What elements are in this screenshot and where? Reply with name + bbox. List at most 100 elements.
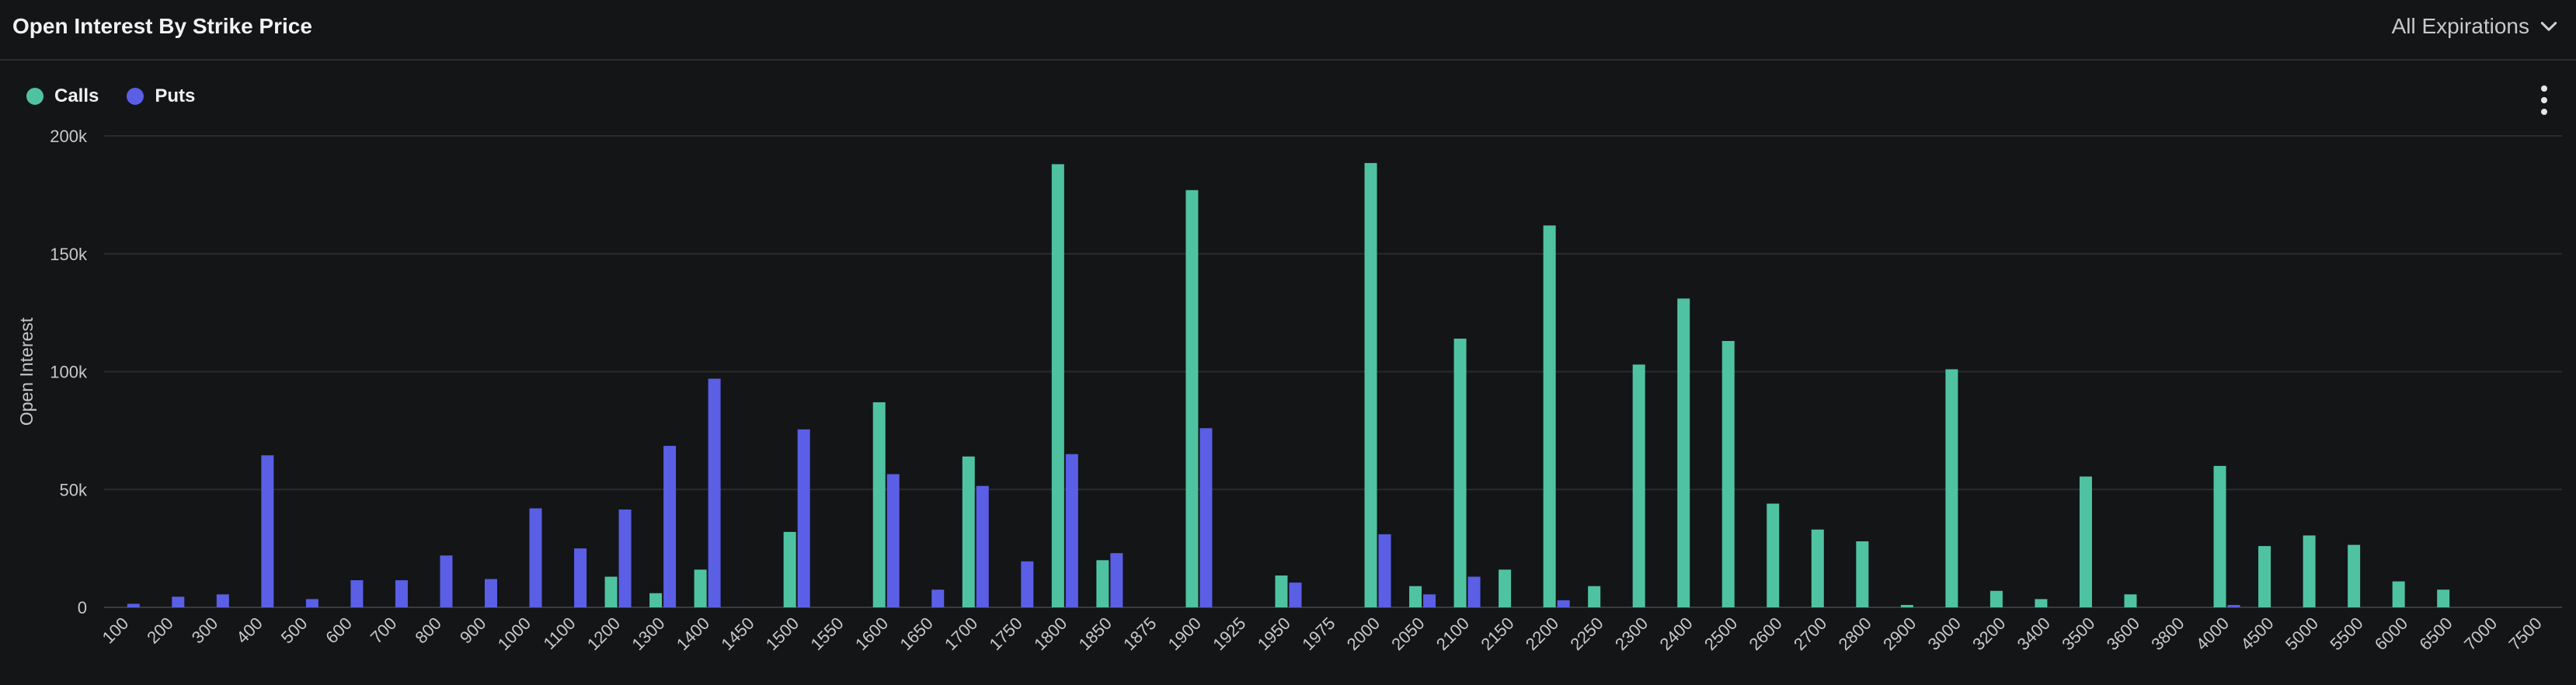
puts-bar: [395, 580, 408, 607]
calls-bar: [649, 593, 663, 607]
calls-bar: [1900, 604, 1913, 607]
y-axis-label: Open Interest: [16, 317, 37, 426]
puts-bar: [708, 378, 721, 607]
x-tick-label: 2800: [1835, 614, 1875, 654]
puts-bar: [350, 580, 364, 607]
x-tick-label: 1750: [986, 614, 1026, 654]
x-tick-label: 700: [367, 614, 401, 648]
puts-bar: [305, 599, 319, 607]
x-tick-label: 2500: [1701, 614, 1741, 654]
x-tick-label: 1700: [941, 614, 981, 654]
x-tick-label: 2000: [1343, 614, 1384, 654]
x-tick-label: 1900: [1164, 614, 1205, 654]
calls-bar: [1767, 503, 1780, 607]
x-tick-label: 2400: [1655, 614, 1696, 654]
calls-bar: [1945, 369, 1958, 607]
calls-bar: [2303, 535, 2316, 607]
x-tick-label: 2100: [1432, 614, 1473, 654]
x-tick-label: 2700: [1790, 614, 1830, 654]
calls-bar: [1856, 541, 1869, 607]
calls-bar: [2258, 546, 2271, 607]
expiration-dropdown-label: All Expirations: [2391, 14, 2529, 38]
x-tick-label: 1450: [717, 614, 757, 654]
puts-bar: [261, 455, 274, 607]
calls-bar: [1811, 529, 1824, 607]
chevron-down-icon: [2540, 22, 2557, 31]
calls-bar: [872, 402, 886, 607]
puts-bar: [574, 548, 587, 607]
puts-bar: [1110, 553, 1123, 607]
x-tick-label: 1950: [1254, 614, 1294, 654]
calls-bar: [2079, 476, 2092, 607]
puts-bar: [1423, 594, 1436, 607]
x-tick-label: 3400: [2014, 614, 2054, 654]
puts-bar: [216, 594, 229, 607]
y-tick-label: 200k: [50, 127, 88, 146]
puts-bar: [1065, 454, 1078, 607]
x-tick-label: 3800: [2147, 614, 2188, 654]
puts-bar: [618, 509, 632, 607]
x-tick-label: 1875: [1119, 614, 1160, 654]
chart-legend: Calls Puts: [26, 85, 195, 107]
x-tick-label: 500: [277, 614, 312, 648]
x-tick-label: 2200: [1522, 614, 1562, 654]
x-tick-label: 200: [143, 614, 177, 648]
legend-label-calls: Calls: [54, 85, 99, 106]
x-tick-label: 900: [456, 614, 490, 648]
x-tick-label: 800: [411, 614, 445, 648]
legend-label-puts: Puts: [155, 85, 196, 106]
calls-bar: [1588, 586, 1601, 607]
puts-bar: [127, 603, 140, 607]
y-tick-label: 100k: [50, 363, 88, 382]
puts-bar: [440, 555, 453, 607]
y-tick-label: 50k: [60, 480, 88, 499]
x-tick-label: 1850: [1075, 614, 1116, 654]
x-tick-label: 2250: [1566, 614, 1607, 654]
x-tick-label: 1500: [762, 614, 802, 654]
puts-bar: [1467, 576, 1481, 607]
x-tick-label: 4000: [2192, 614, 2233, 654]
calls-bar: [2213, 465, 2226, 607]
calls-bar: [1721, 341, 1735, 607]
calls-bar: [1632, 364, 1645, 607]
calls-bar: [1453, 339, 1467, 607]
calls-bar: [2348, 544, 2361, 607]
calls-bar: [1275, 575, 1288, 607]
x-tick-label: 3500: [2058, 614, 2098, 654]
calls-bar: [1543, 225, 1556, 607]
calls-bar: [1185, 190, 1199, 607]
expiration-dropdown[interactable]: All Expirations: [2392, 14, 2559, 39]
puts-bar: [484, 579, 497, 607]
x-tick-label: 7000: [2460, 614, 2501, 654]
calls-swatch: [26, 88, 44, 105]
x-tick-label: 3000: [1924, 614, 1965, 654]
puts-bar: [931, 589, 945, 607]
x-tick-label: 400: [232, 614, 266, 648]
x-tick-label: 2900: [1879, 614, 1920, 654]
calls-bar: [1677, 298, 1690, 607]
x-tick-label: 2600: [1746, 614, 1786, 654]
calls-bar: [1499, 569, 1512, 607]
x-tick-label: 2050: [1387, 614, 1428, 654]
kebab-menu-icon[interactable]: [2539, 85, 2550, 115]
x-tick-label: 6000: [2371, 614, 2411, 654]
calls-bar: [1096, 560, 1109, 607]
puts-bar: [1557, 600, 1570, 607]
legend-item-calls[interactable]: Calls: [26, 85, 99, 107]
x-tick-label: 1000: [494, 614, 534, 654]
x-tick-label: 1925: [1209, 614, 1249, 654]
calls-bar: [962, 456, 975, 607]
puts-bar: [1289, 582, 1302, 607]
puts-bar: [2227, 604, 2240, 607]
puts-bar: [976, 485, 989, 607]
y-tick-label: 150k: [50, 245, 88, 264]
y-tick-label: 0: [78, 598, 87, 617]
x-tick-label: 3200: [1969, 614, 2009, 654]
calls-bar: [2392, 581, 2405, 607]
calls-bar: [2437, 589, 2450, 607]
legend-item-puts[interactable]: Puts: [127, 85, 195, 107]
x-tick-label: 600: [322, 614, 356, 648]
x-tick-label: 4500: [2237, 614, 2277, 654]
puts-bar: [663, 446, 677, 607]
x-tick-label: 1100: [539, 614, 579, 653]
